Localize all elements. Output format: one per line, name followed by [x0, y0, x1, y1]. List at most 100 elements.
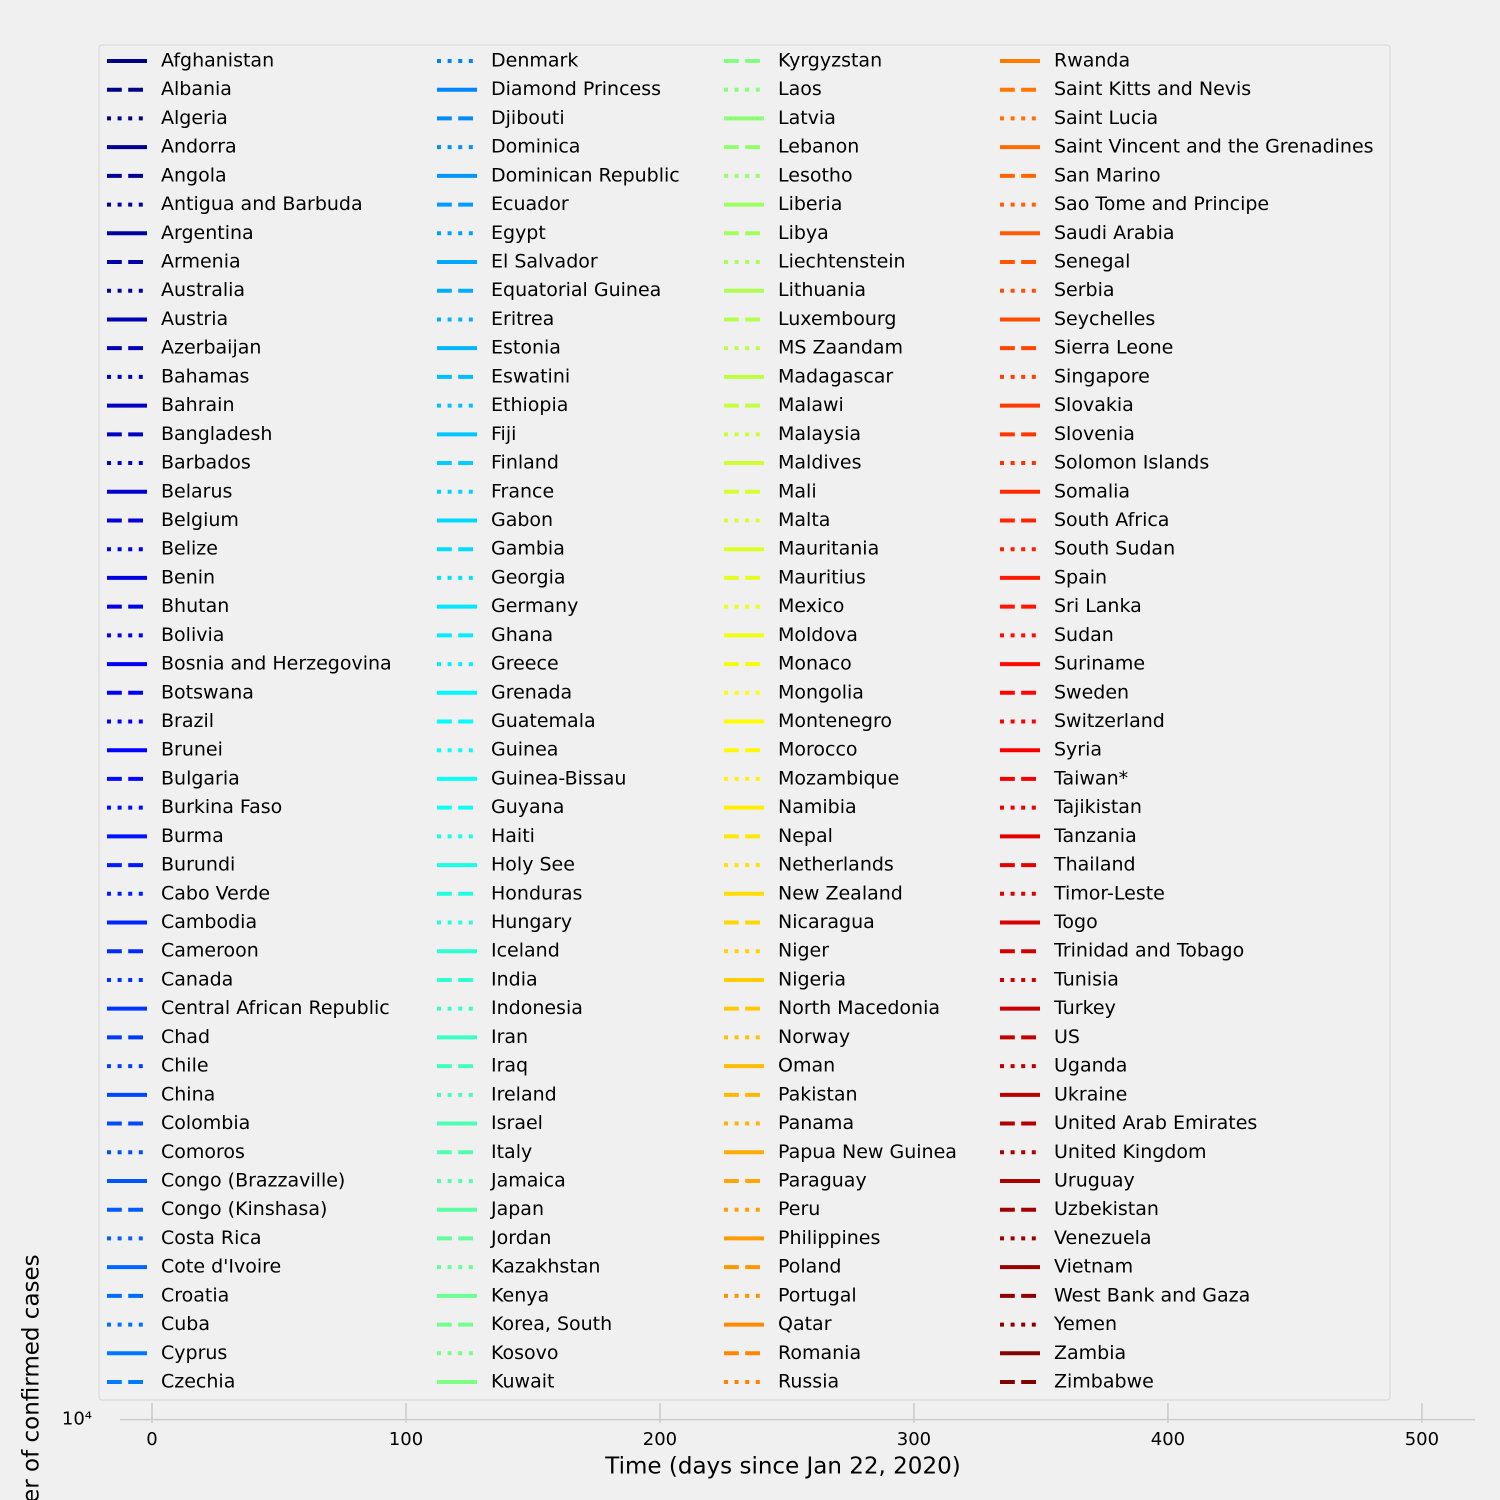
legend-label: Malaysia — [778, 423, 861, 445]
legend-label: Bangladesh — [161, 423, 272, 445]
legend-label: Oman — [778, 1055, 835, 1077]
legend-label: Cuba — [161, 1313, 210, 1335]
legend-label: Australia — [161, 279, 245, 301]
legend-label: Japan — [490, 1198, 544, 1220]
legend-label: Iran — [491, 1026, 528, 1048]
legend-label: Italy — [491, 1141, 532, 1163]
legend-label: Mauritania — [778, 538, 879, 560]
legend-label: Algeria — [161, 107, 228, 129]
x-tick-label: 300 — [897, 1429, 931, 1450]
legend-label: US — [1054, 1026, 1080, 1048]
legend-label: Haiti — [491, 825, 535, 847]
legend-label: Guatemala — [491, 710, 596, 732]
legend-label: Holy See — [491, 854, 575, 876]
legend-label: Nepal — [778, 825, 833, 847]
legend-label: Sao Tome and Principe — [1054, 193, 1269, 215]
legend-label: Romania — [778, 1342, 861, 1364]
legend-label: Croatia — [161, 1284, 229, 1306]
legend-label: Nigeria — [778, 968, 846, 990]
legend-label: Belarus — [161, 480, 232, 502]
legend-label: Kuwait — [491, 1371, 554, 1393]
legend-label: Libya — [778, 222, 829, 244]
legend-label: Ukraine — [1054, 1083, 1127, 1105]
legend-label: Peru — [778, 1198, 820, 1220]
legend-label: Finland — [491, 452, 559, 474]
legend-label: Slovakia — [1054, 394, 1134, 416]
legend-label: Singapore — [1054, 365, 1150, 387]
x-axis-label: Time (days since Jan 22, 2020) — [604, 1454, 960, 1480]
legend-label: Benin — [161, 566, 215, 588]
legend-label: Solomon Islands — [1054, 452, 1209, 474]
legend-label: Mexico — [778, 595, 844, 617]
legend-label: Kazakhstan — [491, 1256, 600, 1278]
x-tick-label: 100 — [389, 1429, 423, 1450]
legend-label: Lesotho — [778, 164, 853, 186]
legend-label: Malta — [778, 509, 830, 531]
legend-label: North Macedonia — [778, 997, 940, 1019]
legend-label: Azerbaijan — [161, 337, 261, 359]
legend-label: Cambodia — [161, 911, 257, 933]
legend-label: Timor-Leste — [1053, 882, 1165, 904]
legend-label: Zambia — [1054, 1342, 1126, 1364]
legend-label: Yemen — [1053, 1313, 1117, 1335]
legend-label: Guinea-Bissau — [491, 767, 626, 789]
legend-label: Burma — [161, 825, 224, 847]
legend-label: Niger — [778, 940, 829, 962]
legend-label: Tajikistan — [1053, 796, 1142, 818]
legend-label: India — [491, 968, 538, 990]
legend-label: Rwanda — [1054, 50, 1130, 72]
legend-label: Maldives — [778, 452, 862, 474]
legend-label: Hungary — [491, 911, 572, 933]
legend-label: Uruguay — [1054, 1169, 1135, 1191]
legend-label: Malawi — [778, 394, 844, 416]
legend-label: Armenia — [161, 251, 241, 273]
legend-label: West Bank and Gaza — [1054, 1284, 1250, 1306]
legend-label: Jamaica — [490, 1169, 566, 1191]
legend-label: Spain — [1054, 566, 1107, 588]
legend-label: Dominican Republic — [491, 164, 680, 186]
legend-label: Kyrgyzstan — [778, 50, 882, 72]
legend-label: Afghanistan — [161, 50, 274, 72]
legend-label: Austria — [161, 308, 228, 330]
legend-label: Fiji — [491, 423, 516, 445]
legend-label: Netherlands — [778, 854, 894, 876]
legend-label: Mauritius — [778, 566, 866, 588]
legend-label: MS Zaandam — [778, 337, 903, 359]
legend-label: Mongolia — [778, 681, 864, 703]
legend-label: Canada — [161, 968, 233, 990]
legend-label: Paraguay — [778, 1169, 867, 1191]
legend-label: Syria — [1054, 739, 1102, 761]
legend-label: Sudan — [1054, 624, 1114, 646]
legend-label: South Africa — [1054, 509, 1169, 531]
legend-label: Korea, South — [491, 1313, 612, 1335]
legend-label: Bahrain — [161, 394, 235, 416]
legend-label: Botswana — [161, 681, 254, 703]
legend-label: Bhutan — [161, 595, 229, 617]
legend-label: Honduras — [491, 882, 582, 904]
legend-label: Georgia — [491, 566, 566, 588]
x-tick-label: 500 — [1405, 1429, 1439, 1450]
legend-label: Indonesia — [491, 997, 583, 1019]
legend-label: Antigua and Barbuda — [161, 193, 363, 215]
legend-label: San Marino — [1054, 164, 1161, 186]
legend-label: Liechtenstein — [778, 251, 906, 273]
legend-label: Liberia — [778, 193, 842, 215]
legend-label: Diamond Princess — [491, 78, 661, 100]
legend-label: Cameroon — [161, 940, 259, 962]
legend-label: Gambia — [491, 538, 565, 560]
legend-label: Saint Kitts and Nevis — [1054, 78, 1251, 100]
legend-label: Trinidad and Tobago — [1053, 940, 1244, 962]
legend-label: Togo — [1053, 911, 1098, 933]
x-tick-label: 0 — [146, 1429, 157, 1450]
legend-label: Guyana — [491, 796, 564, 818]
legend-label: Central African Republic — [161, 997, 390, 1019]
legend-label: Angola — [161, 164, 227, 186]
legend-label: Montenegro — [778, 710, 892, 732]
legend-label: Zimbabwe — [1054, 1371, 1154, 1393]
legend-label: Norway — [778, 1026, 850, 1048]
legend-label: Tunisia — [1053, 968, 1119, 990]
legend-label: Jordan — [490, 1227, 551, 1249]
legend-label: South Sudan — [1054, 538, 1175, 560]
legend-label: Senegal — [1054, 251, 1130, 273]
